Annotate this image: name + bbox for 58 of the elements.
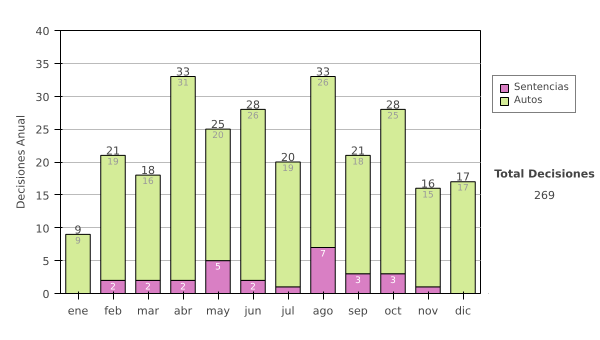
data-label: 19 [107,157,119,168]
y-tick-label: 40 [36,25,50,38]
y-tick-label: 15 [36,189,50,202]
data-label: 19 [282,164,294,174]
x-tick-label: ago [312,304,334,318]
total-label: 9 [74,223,82,236]
y-axis-title: Decisiones Anual [14,114,28,210]
total-label: 21 [106,144,120,158]
y-tick-label: 30 [36,90,50,104]
data-label: 26 [317,78,329,89]
data-label: 2 [180,282,186,292]
text: 269 [534,188,555,202]
x-tick-label: jul [280,304,295,318]
y-tick-label: 0 [42,288,50,301]
data-label: 3 [390,276,396,286]
legend-label: Sentencias [514,82,569,93]
data-label: 2 [145,282,151,292]
data-label: 2 [250,282,256,292]
data-label: 25 [387,111,399,122]
data-label: 31 [177,78,189,89]
data-label: 9 [75,236,82,246]
y-tick-label: 5 [42,255,50,268]
x-tick-label: may [206,304,230,318]
x-tick-label: jun [244,304,262,318]
total-label: 17 [456,170,470,184]
data-label: 2 [110,282,116,292]
total-label: 20 [281,151,295,164]
data-label: 18 [352,157,364,168]
data-label: 20 [212,131,224,142]
y-tick-label: 25 [36,124,50,137]
x-tick-label: oct [384,304,402,318]
total-label: 25 [211,118,225,132]
y-tick-label: 20 [36,156,50,170]
total-label: 21 [351,144,365,158]
x-tick-label: ene [68,304,88,318]
total-label: 18 [141,164,155,178]
x-tick-label: feb [104,304,122,318]
data-label: 26 [247,111,259,122]
data-label: 7 [320,249,326,260]
y-tick-label: 10 [36,222,50,236]
x-tick-label: abr [174,304,193,318]
x-tick-label: nov [418,304,439,318]
x-tick-label: mar [137,304,160,318]
text: Total Decisiones [494,167,596,180]
y-tick-label: 35 [36,58,50,71]
total-label: 33 [176,66,190,79]
data-label: 17 [457,184,469,194]
total-label: 33 [316,66,330,79]
data-label: 3 [355,276,361,286]
data-label: 15 [422,190,434,200]
total-label: 16 [421,177,435,190]
total-label: 28 [386,98,400,112]
total-label: 28 [246,98,260,112]
x-tick-label: dic [454,304,472,318]
data-label: 5 [215,262,221,273]
data-label: 16 [142,177,154,188]
legend-label: Autos [514,95,542,106]
x-tick-label: sep [348,304,368,318]
